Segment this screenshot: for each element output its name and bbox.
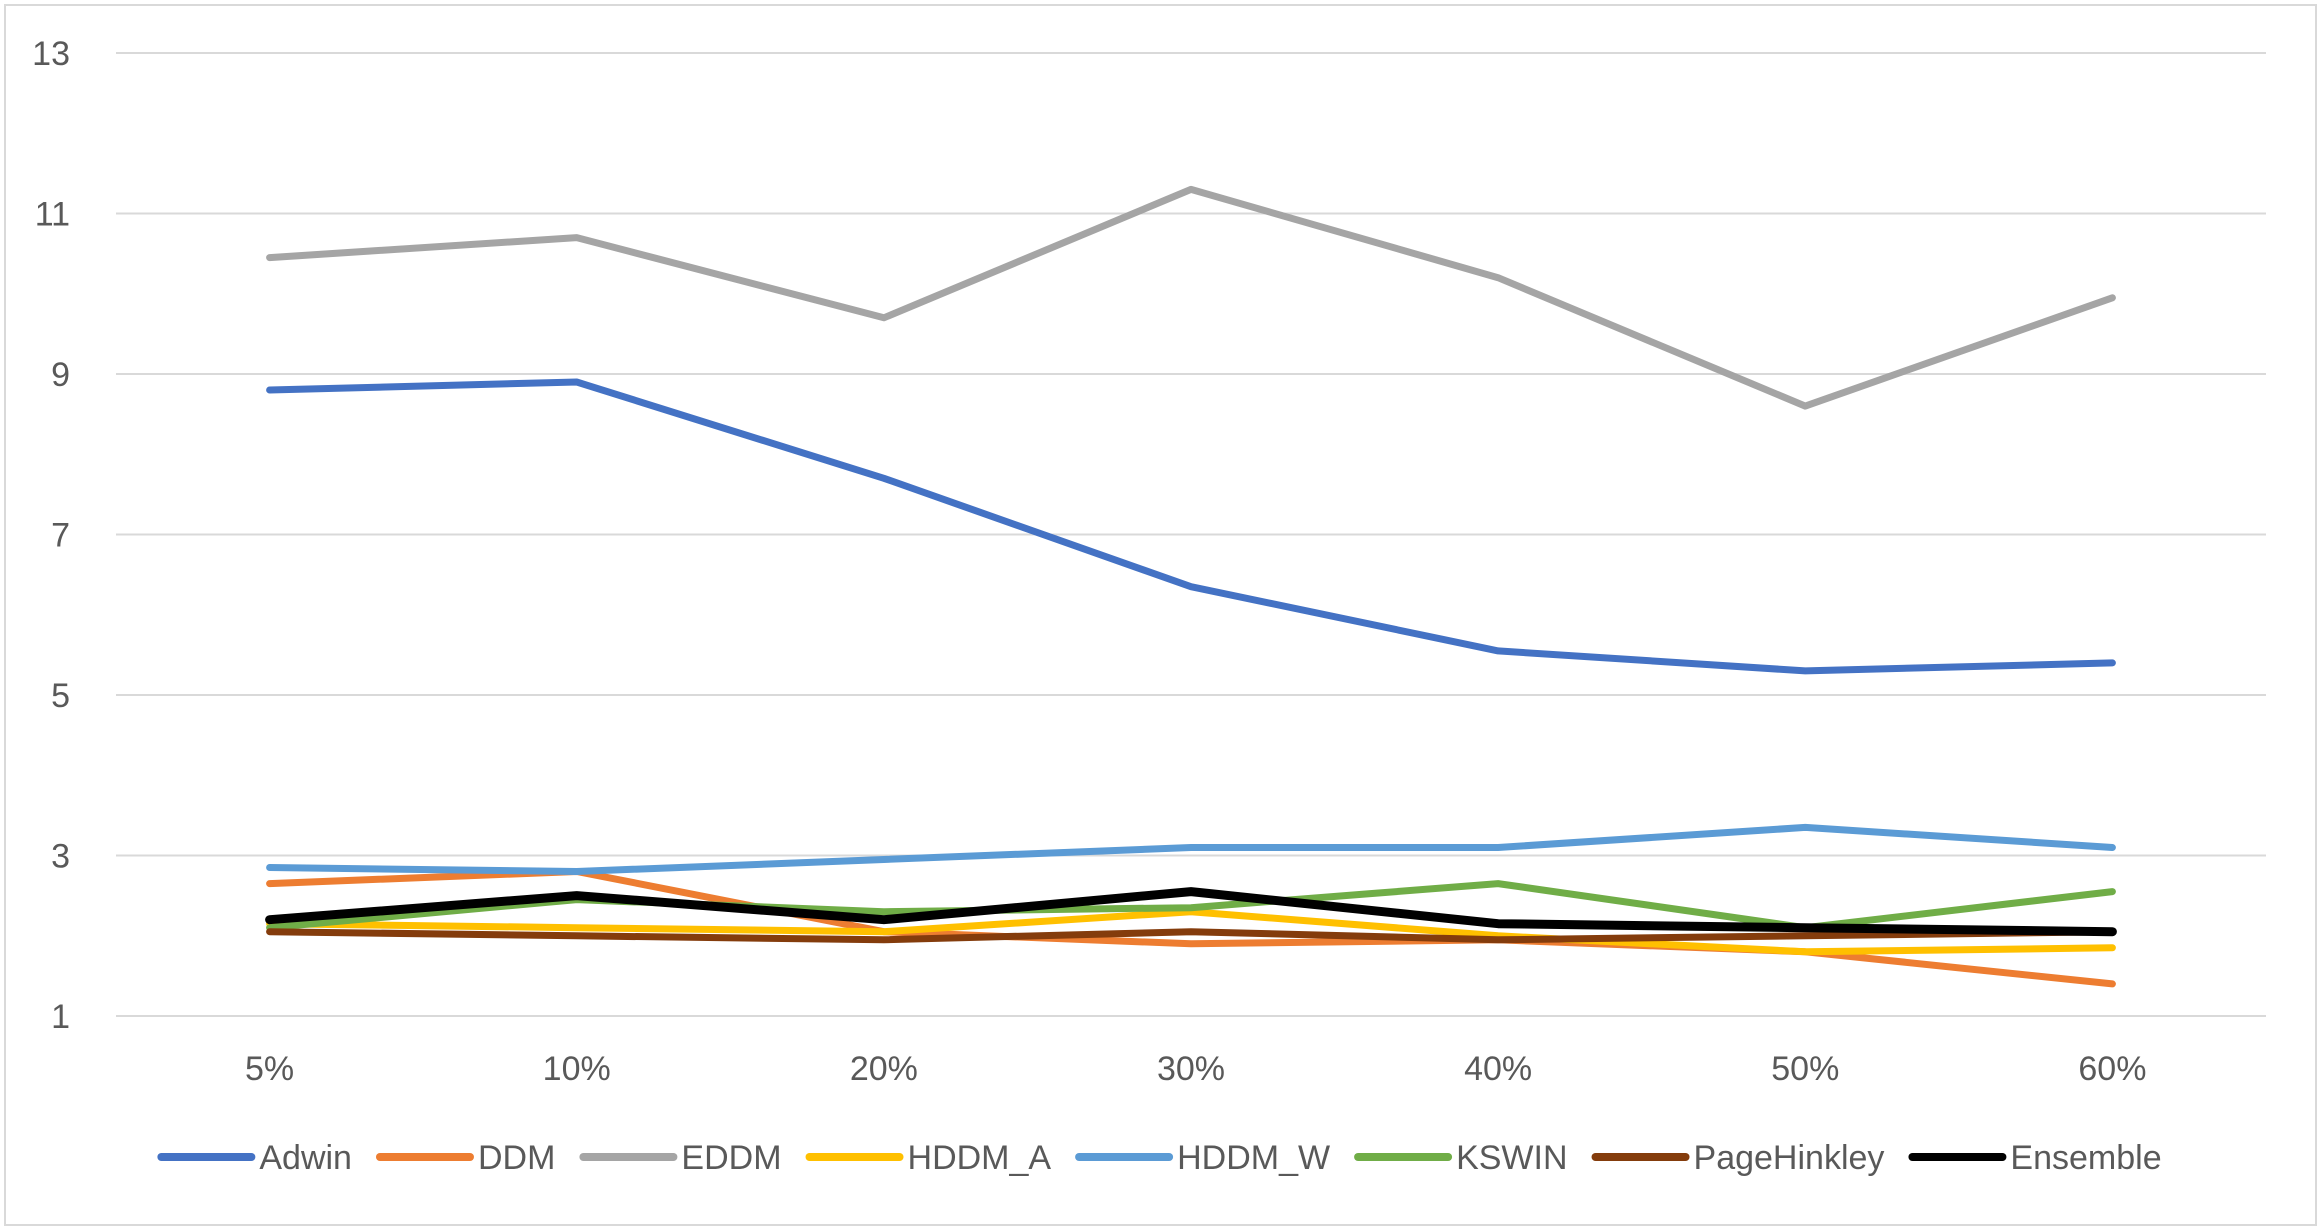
y-tick-label: 3 xyxy=(51,838,70,876)
y-tick-label: 7 xyxy=(51,517,70,555)
y-tick-label: 13 xyxy=(32,35,70,73)
series-line-ensemble xyxy=(265,887,2117,937)
x-tick-label: 40% xyxy=(1464,1050,1532,1088)
legend-label: PageHinkley xyxy=(1694,1139,1885,1177)
x-tick-label: 20% xyxy=(850,1050,918,1088)
chart-area xyxy=(4,4,2317,1226)
x-tick-label: 50% xyxy=(1771,1050,1839,1088)
legend-item-eddm: EDDM xyxy=(579,1139,782,1177)
y-tick-label: 11 xyxy=(35,196,70,234)
x-tick-label: 5% xyxy=(245,1050,294,1088)
legend-item-adwin: Adwin xyxy=(157,1139,352,1177)
x-tick-label: 60% xyxy=(2078,1050,2146,1088)
legend-item-pagehinkley: PageHinkley xyxy=(1591,1139,1885,1177)
x-tick-label: 10% xyxy=(543,1050,611,1088)
series-lines xyxy=(265,185,2117,988)
legend-label: Adwin xyxy=(259,1139,352,1177)
legend-item-hddm-w: HDDM_W xyxy=(1075,1139,1330,1177)
legend-item-hddm-a: HDDM_A xyxy=(805,1139,1052,1177)
legend-label: KSWIN xyxy=(1456,1139,1567,1177)
legend-label: HDDM_A xyxy=(908,1139,1052,1177)
series-line-eddm xyxy=(266,185,2116,410)
legend-label: EDDM xyxy=(681,1139,781,1177)
legend-label: HDDM_W xyxy=(1177,1139,1330,1177)
series-line-hddm-w xyxy=(266,823,2116,875)
x-tick-label: 30% xyxy=(1157,1050,1225,1088)
legend-item-ensemble: Ensemble xyxy=(1908,1139,2162,1177)
y-tick-label: 5 xyxy=(51,677,70,715)
legend-label: Ensemble xyxy=(2010,1139,2161,1177)
series-line-pagehinkley xyxy=(266,928,2116,944)
gridlines xyxy=(116,52,2266,1017)
series-line-adwin xyxy=(266,378,2116,675)
series-line-hddm-a xyxy=(266,908,2116,956)
y-tick-label: 9 xyxy=(51,356,70,394)
y-tick-label: 1 xyxy=(51,998,70,1036)
legend-item-kswin: KSWIN xyxy=(1354,1139,1568,1177)
legend: Adwin DDM EDDM HDDM_A HDDM_W KSWIN PageHinkley… xyxy=(157,1139,2162,1177)
legend-label: DDM xyxy=(478,1139,555,1177)
legend-item-ddm: DDM xyxy=(375,1139,555,1177)
x-axis-ticks: 5% 10% 20% 30% 40% 50% 60% xyxy=(245,1050,2146,1088)
